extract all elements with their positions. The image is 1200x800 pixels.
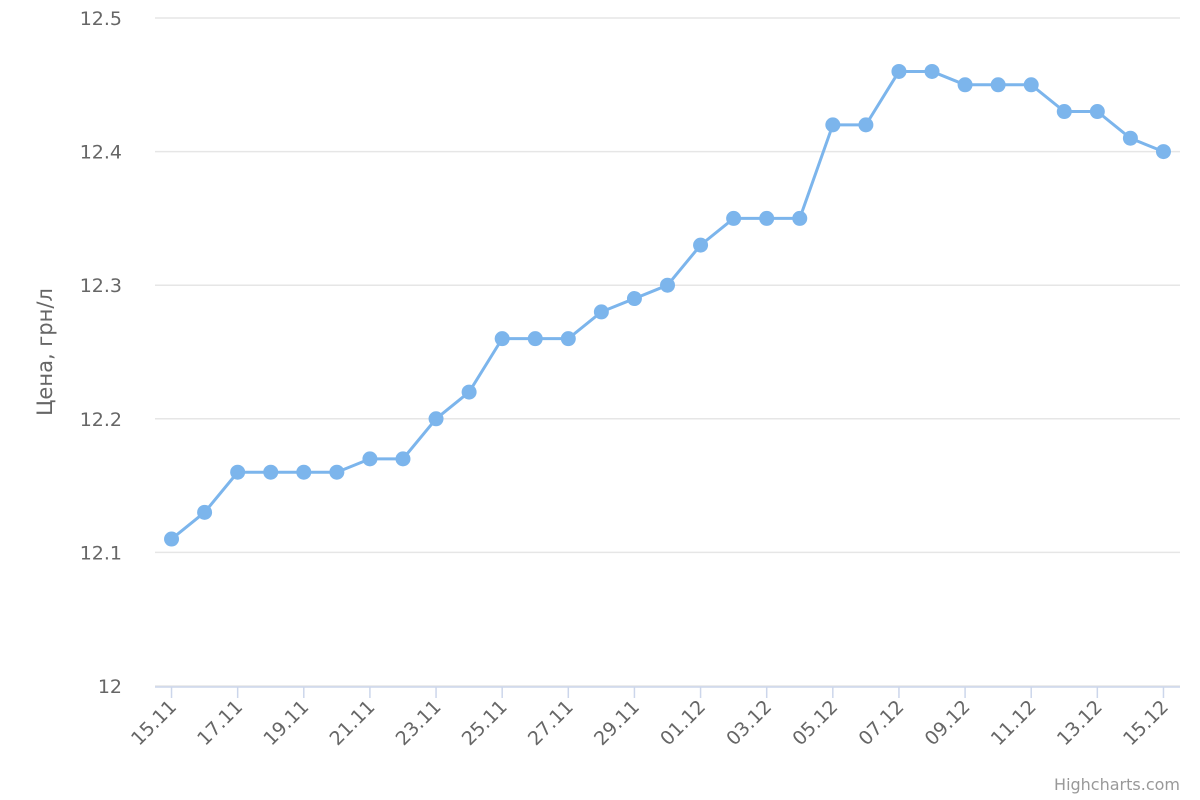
data-point: [395, 451, 411, 467]
y-axis-title: Цена, грн/л: [33, 288, 57, 416]
data-point: [990, 77, 1006, 93]
data-point: [825, 117, 841, 133]
y-tick-label: 12.3: [80, 275, 122, 297]
y-tick-label: 12.1: [80, 542, 122, 564]
data-point: [1056, 104, 1072, 120]
data-point: [362, 451, 378, 467]
x-tick-label: 11.12: [987, 696, 1041, 750]
data-point: [891, 63, 907, 79]
y-tick-label: 12.4: [80, 142, 122, 164]
data-point: [164, 531, 180, 547]
x-tick-label: 23.11: [392, 696, 446, 750]
credits[interactable]: Highcharts.com: [1054, 775, 1180, 794]
data-point: [626, 291, 642, 307]
data-point: [197, 504, 213, 520]
x-tick-label: 21.11: [325, 696, 379, 750]
x-tick-label: 19.11: [259, 696, 313, 750]
data-point: [593, 304, 609, 320]
x-tick-label: 07.12: [854, 696, 908, 750]
data-point: [924, 63, 940, 79]
data-point: [957, 77, 973, 93]
data-point: [858, 117, 874, 133]
data-point: [1155, 144, 1171, 160]
data-point: [428, 411, 444, 427]
x-tick-label: 13.12: [1053, 696, 1107, 750]
x-tick-label: 05.12: [788, 696, 842, 750]
series-line: [170, 69, 1165, 541]
data-point: [726, 210, 742, 226]
data-point: [230, 464, 246, 480]
x-tick-label: 17.11: [193, 696, 247, 750]
data-point: [263, 464, 279, 480]
x-tick-label: 01.12: [656, 696, 710, 750]
data-point: [1023, 77, 1039, 93]
data-point: [296, 464, 312, 480]
x-tick-label: 27.11: [524, 696, 578, 750]
data-point: [1122, 130, 1138, 146]
data-point: [693, 237, 709, 253]
y-tick-label: 12.5: [80, 8, 122, 30]
data-point: [329, 464, 345, 480]
data-point: [792, 210, 808, 226]
data-point: [527, 331, 543, 347]
x-tick-label: 09.12: [921, 696, 975, 750]
x-tick-label: 29.11: [590, 696, 644, 750]
x-tick-label: 15.12: [1119, 696, 1173, 750]
data-point: [494, 331, 510, 347]
y-tick-label: 12.2: [80, 409, 122, 431]
data-point: [560, 331, 576, 347]
x-tick-label: 25.11: [458, 696, 512, 750]
y-tick-label: 12: [98, 676, 122, 698]
data-point: [759, 210, 775, 226]
data-point: [1089, 104, 1105, 120]
x-tick-label: 15.11: [127, 696, 181, 750]
x-tick-label: 03.12: [722, 696, 776, 750]
data-point: [660, 277, 675, 293]
data-point: [461, 384, 477, 400]
